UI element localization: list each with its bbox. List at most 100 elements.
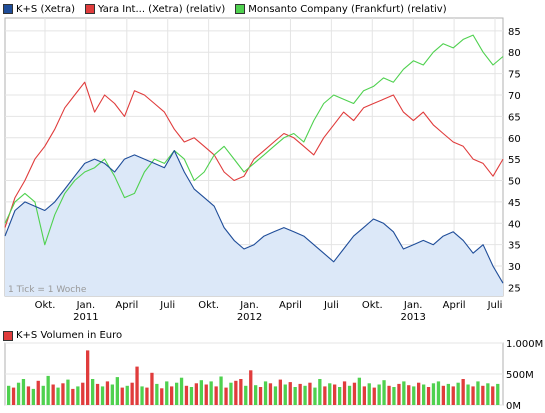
price-x-tick-label: Okt. bbox=[362, 300, 383, 311]
price-y-axis: 25 30 35 40 45 50 55 60 65 70 75 80 85 bbox=[508, 27, 521, 295]
price-x-year-label: 2012 bbox=[237, 312, 262, 323]
volume-bar bbox=[338, 387, 342, 405]
volume-bar bbox=[61, 383, 65, 405]
volume-bar bbox=[81, 382, 85, 405]
legend-item-monsanto: Monsanto Company (Frankfurt) (relativ) bbox=[235, 3, 447, 15]
volume-bar bbox=[16, 382, 21, 405]
volume-bar bbox=[41, 385, 45, 405]
volume-bar bbox=[165, 381, 169, 405]
volume-bar bbox=[11, 387, 16, 405]
volume-bar bbox=[313, 387, 317, 405]
volume-bar bbox=[244, 385, 248, 405]
legend-item-yara: Yara Int... (Xetra) (relativ) bbox=[84, 3, 226, 15]
legend-label-yara: Yara Int... (Xetra) (relativ) bbox=[97, 3, 226, 15]
volume-bar bbox=[234, 380, 238, 405]
price-x-year-label: 2013 bbox=[400, 312, 425, 323]
volume-bar bbox=[342, 381, 347, 405]
price-x-tick-label: Jan. bbox=[76, 300, 96, 311]
volume-bar bbox=[451, 386, 455, 405]
volume-bar bbox=[491, 386, 495, 405]
volume-bar bbox=[422, 384, 426, 405]
volume-bar bbox=[263, 381, 268, 405]
volume-bar bbox=[76, 386, 80, 405]
volume-bar bbox=[194, 383, 198, 405]
volume-y-tick-label: 1.000M bbox=[506, 339, 543, 350]
volume-bar bbox=[36, 380, 40, 405]
price-x-tick-label: Okt. bbox=[35, 300, 56, 311]
price-y-tick-label: 35 bbox=[508, 241, 521, 252]
volume-bar bbox=[431, 383, 436, 405]
volume-bar bbox=[254, 385, 258, 405]
volume-y-axis: 0M 500M 1.000M bbox=[506, 339, 543, 412]
volume-bar bbox=[357, 377, 361, 405]
volume-bar bbox=[471, 386, 475, 405]
price-y-tick-label: 50 bbox=[508, 177, 521, 188]
volume-bar bbox=[199, 380, 203, 405]
price-y-tick-label: 75 bbox=[508, 70, 521, 81]
price-y-tick-label: 65 bbox=[508, 112, 521, 123]
volume-bar bbox=[382, 380, 386, 405]
volume-bar bbox=[105, 381, 110, 405]
volume-bar bbox=[219, 376, 223, 405]
volume-bar bbox=[333, 384, 337, 405]
volume-bar bbox=[91, 379, 95, 405]
volume-bar bbox=[71, 388, 75, 405]
volume-bar bbox=[298, 383, 302, 405]
price-y-tick-label: 70 bbox=[508, 91, 521, 102]
volume-bar bbox=[130, 382, 134, 405]
volume-bar bbox=[135, 366, 139, 405]
volume-bar bbox=[140, 386, 144, 405]
volume-bar bbox=[441, 385, 445, 405]
volume-bar bbox=[417, 382, 421, 405]
legend-swatch-ks bbox=[3, 4, 13, 14]
volume-bar bbox=[347, 385, 352, 405]
volume-bar bbox=[26, 386, 31, 405]
volume-bar bbox=[496, 383, 500, 405]
price-y-tick-label: 25 bbox=[508, 283, 521, 294]
price-y-tick-label: 85 bbox=[508, 27, 521, 38]
tick-note: 1 Tick = 1 Woche bbox=[8, 285, 87, 295]
volume-bar bbox=[46, 375, 50, 405]
volume-bar bbox=[100, 386, 105, 405]
volume-bar bbox=[175, 382, 179, 405]
volume-bar bbox=[204, 384, 208, 405]
volume-bar bbox=[51, 384, 55, 405]
price-x-year-label: 2011 bbox=[73, 312, 98, 323]
price-x-tick-label: April bbox=[279, 300, 302, 311]
volume-bar bbox=[362, 386, 366, 405]
volume-bar bbox=[323, 386, 327, 405]
volume-bar bbox=[377, 384, 381, 405]
price-x-tick-label: Okt. bbox=[198, 300, 219, 311]
volume-bar bbox=[21, 379, 26, 405]
series-area-ks bbox=[5, 150, 503, 296]
volume-bar bbox=[461, 379, 465, 405]
volume-bar bbox=[318, 379, 322, 405]
volume-bar bbox=[160, 388, 164, 405]
volume-bar bbox=[372, 387, 376, 405]
legend-swatch-monsanto bbox=[235, 4, 246, 14]
price-y-tick-label: 80 bbox=[508, 48, 521, 59]
price-y-tick-label: 30 bbox=[508, 262, 521, 273]
series-line-ks bbox=[4, 150, 504, 284]
volume-bar bbox=[387, 385, 391, 405]
price-x-tick-label: Jan. bbox=[403, 300, 423, 311]
volume-bar bbox=[412, 386, 416, 405]
volume-y-tick-label: 500M bbox=[506, 370, 534, 381]
volume-bar bbox=[31, 388, 35, 405]
volume-bars bbox=[7, 350, 500, 405]
legend-label-ks: K+S (Xetra) bbox=[16, 3, 75, 15]
volume-bar bbox=[239, 379, 243, 405]
volume-bar bbox=[397, 383, 401, 405]
volume-bar bbox=[258, 387, 263, 405]
volume-bar bbox=[170, 386, 174, 405]
volume-legend-label: K+S Volumen in Euro bbox=[16, 330, 123, 341]
volume-bar bbox=[352, 382, 357, 405]
volume-bar bbox=[328, 383, 332, 405]
price-y-tick-label: 40 bbox=[508, 219, 521, 230]
volume-bar bbox=[66, 379, 70, 405]
volume-bar bbox=[436, 381, 441, 405]
legend-label-monsanto: Monsanto Company (Frankfurt) (relativ) bbox=[248, 3, 447, 15]
volume-bar bbox=[481, 385, 485, 405]
volume-bar bbox=[7, 385, 11, 405]
